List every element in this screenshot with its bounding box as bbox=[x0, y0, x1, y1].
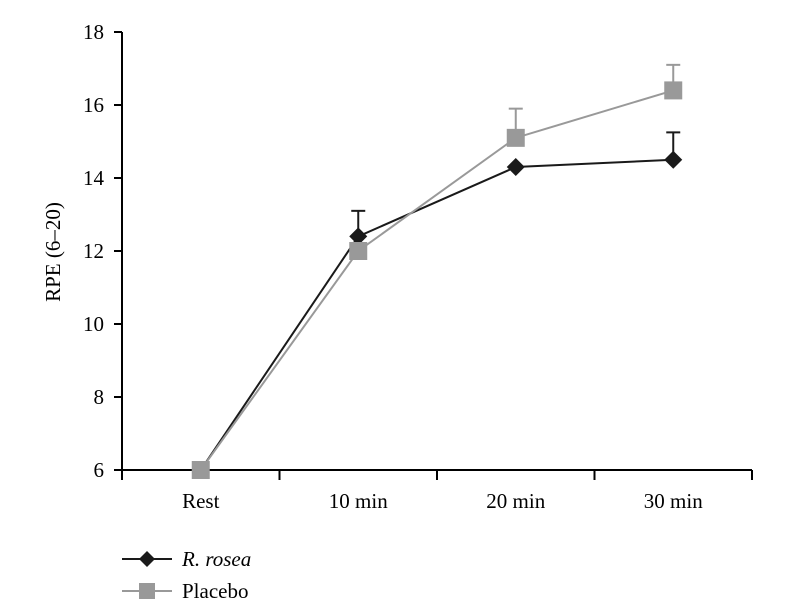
legend-label-placebo: Placebo bbox=[182, 578, 249, 603]
data-point-placebo bbox=[349, 242, 368, 260]
x-tick-label: 20 min bbox=[486, 489, 545, 513]
data-point-r-rosea bbox=[506, 158, 525, 177]
data-point-placebo bbox=[506, 128, 525, 147]
data-point-r-rosea bbox=[349, 227, 368, 246]
legend-item-placebo: Placebo bbox=[122, 575, 251, 607]
legend: R. rosea Placebo bbox=[122, 543, 251, 607]
y-tick-label: 18 bbox=[83, 20, 104, 44]
legend-swatch-rrosea bbox=[122, 551, 172, 567]
data-point-placebo bbox=[664, 81, 683, 100]
series-line-r-rosea bbox=[199, 158, 674, 471]
legend-swatch-placebo bbox=[122, 583, 172, 599]
legend-item-rrosea: R. rosea bbox=[122, 543, 251, 575]
data-point-r-rosea bbox=[664, 150, 683, 169]
data-point-placebo bbox=[191, 461, 210, 479]
axes: 6 8 10 12 14 16 18 Rest 10 min 20 min 30 min bbox=[83, 20, 753, 513]
y-tick-label: 16 bbox=[83, 93, 104, 117]
x-tick-label: 10 min bbox=[329, 489, 388, 513]
series-layer bbox=[191, 63, 683, 479]
y-tick-label: 8 bbox=[94, 385, 105, 409]
series-line-placebo bbox=[199, 89, 674, 471]
y-tick-label: 14 bbox=[83, 166, 105, 190]
x-tick-label: Rest bbox=[182, 489, 220, 513]
x-tick-label: 30 min bbox=[644, 489, 703, 513]
y-tick-label: 6 bbox=[94, 458, 105, 482]
y-tick-label: 10 bbox=[83, 312, 104, 336]
y-axis-label: RPE (6–20) bbox=[41, 202, 65, 302]
y-tick-label: 12 bbox=[83, 239, 104, 263]
legend-label-rrosea: R. rosea bbox=[182, 546, 252, 571]
